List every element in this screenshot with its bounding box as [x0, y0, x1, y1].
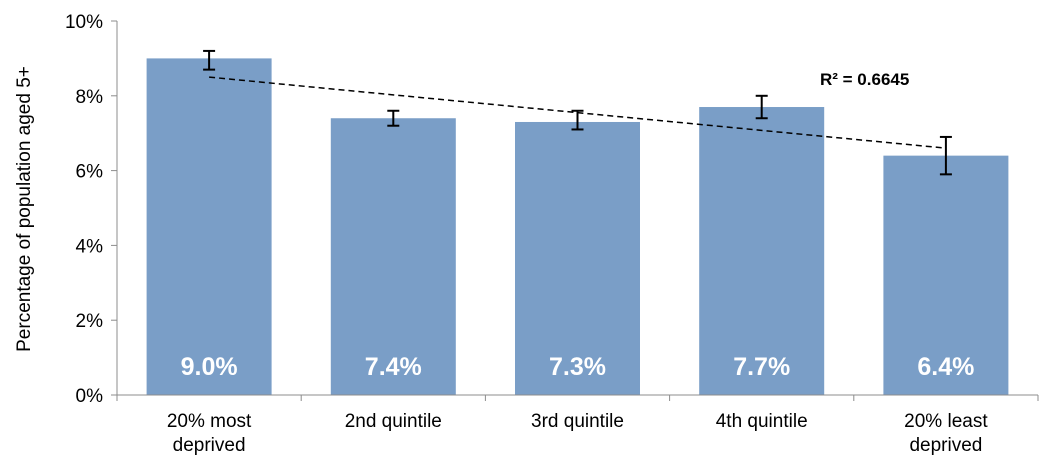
- data-label: 7.4%: [365, 353, 422, 381]
- axes: [116, 21, 1039, 401]
- data-label: 6.4%: [917, 353, 974, 381]
- x-category-label: deprived: [173, 435, 246, 456]
- x-category-label: 4th quintile: [716, 411, 808, 432]
- trendline: [209, 76, 946, 149]
- y-tick-label: 10%: [65, 12, 103, 33]
- data-label: 9.0%: [181, 353, 238, 381]
- y-tick-label: 6%: [76, 162, 104, 183]
- y-tick-label: 4%: [76, 236, 104, 257]
- bar: [699, 107, 825, 396]
- bar: [883, 155, 1009, 395]
- x-axis-categories: 20% most deprived 2nd quintile 3rd quintile…: [167, 411, 988, 456]
- x-category-label: deprived: [909, 435, 982, 456]
- y-axis-ticks: 0% 2% 4% 6% 8% 10%: [65, 12, 117, 407]
- bar: [330, 118, 456, 396]
- bar: [146, 58, 272, 396]
- data-label: 7.7%: [733, 353, 790, 381]
- bars: 9.0% 7.4% 7.3% 7.7% 6.4%: [146, 58, 1009, 396]
- x-category-label: 3rd quintile: [531, 411, 624, 432]
- error-bars: [203, 49, 952, 176]
- r-squared-label: R² = 0.6645: [820, 70, 909, 89]
- y-axis-label: Percentage of population aged 5+: [14, 66, 35, 352]
- x-category-label: 20% least: [904, 411, 988, 432]
- y-tick-label: 2%: [76, 311, 104, 332]
- x-category-label: 20% most: [167, 411, 252, 432]
- y-tick-label: 0%: [76, 386, 104, 407]
- x-category-label: 2nd quintile: [345, 411, 442, 432]
- y-tick-label: 8%: [76, 87, 104, 108]
- data-label: 7.3%: [549, 353, 606, 381]
- bar: [515, 121, 640, 395]
